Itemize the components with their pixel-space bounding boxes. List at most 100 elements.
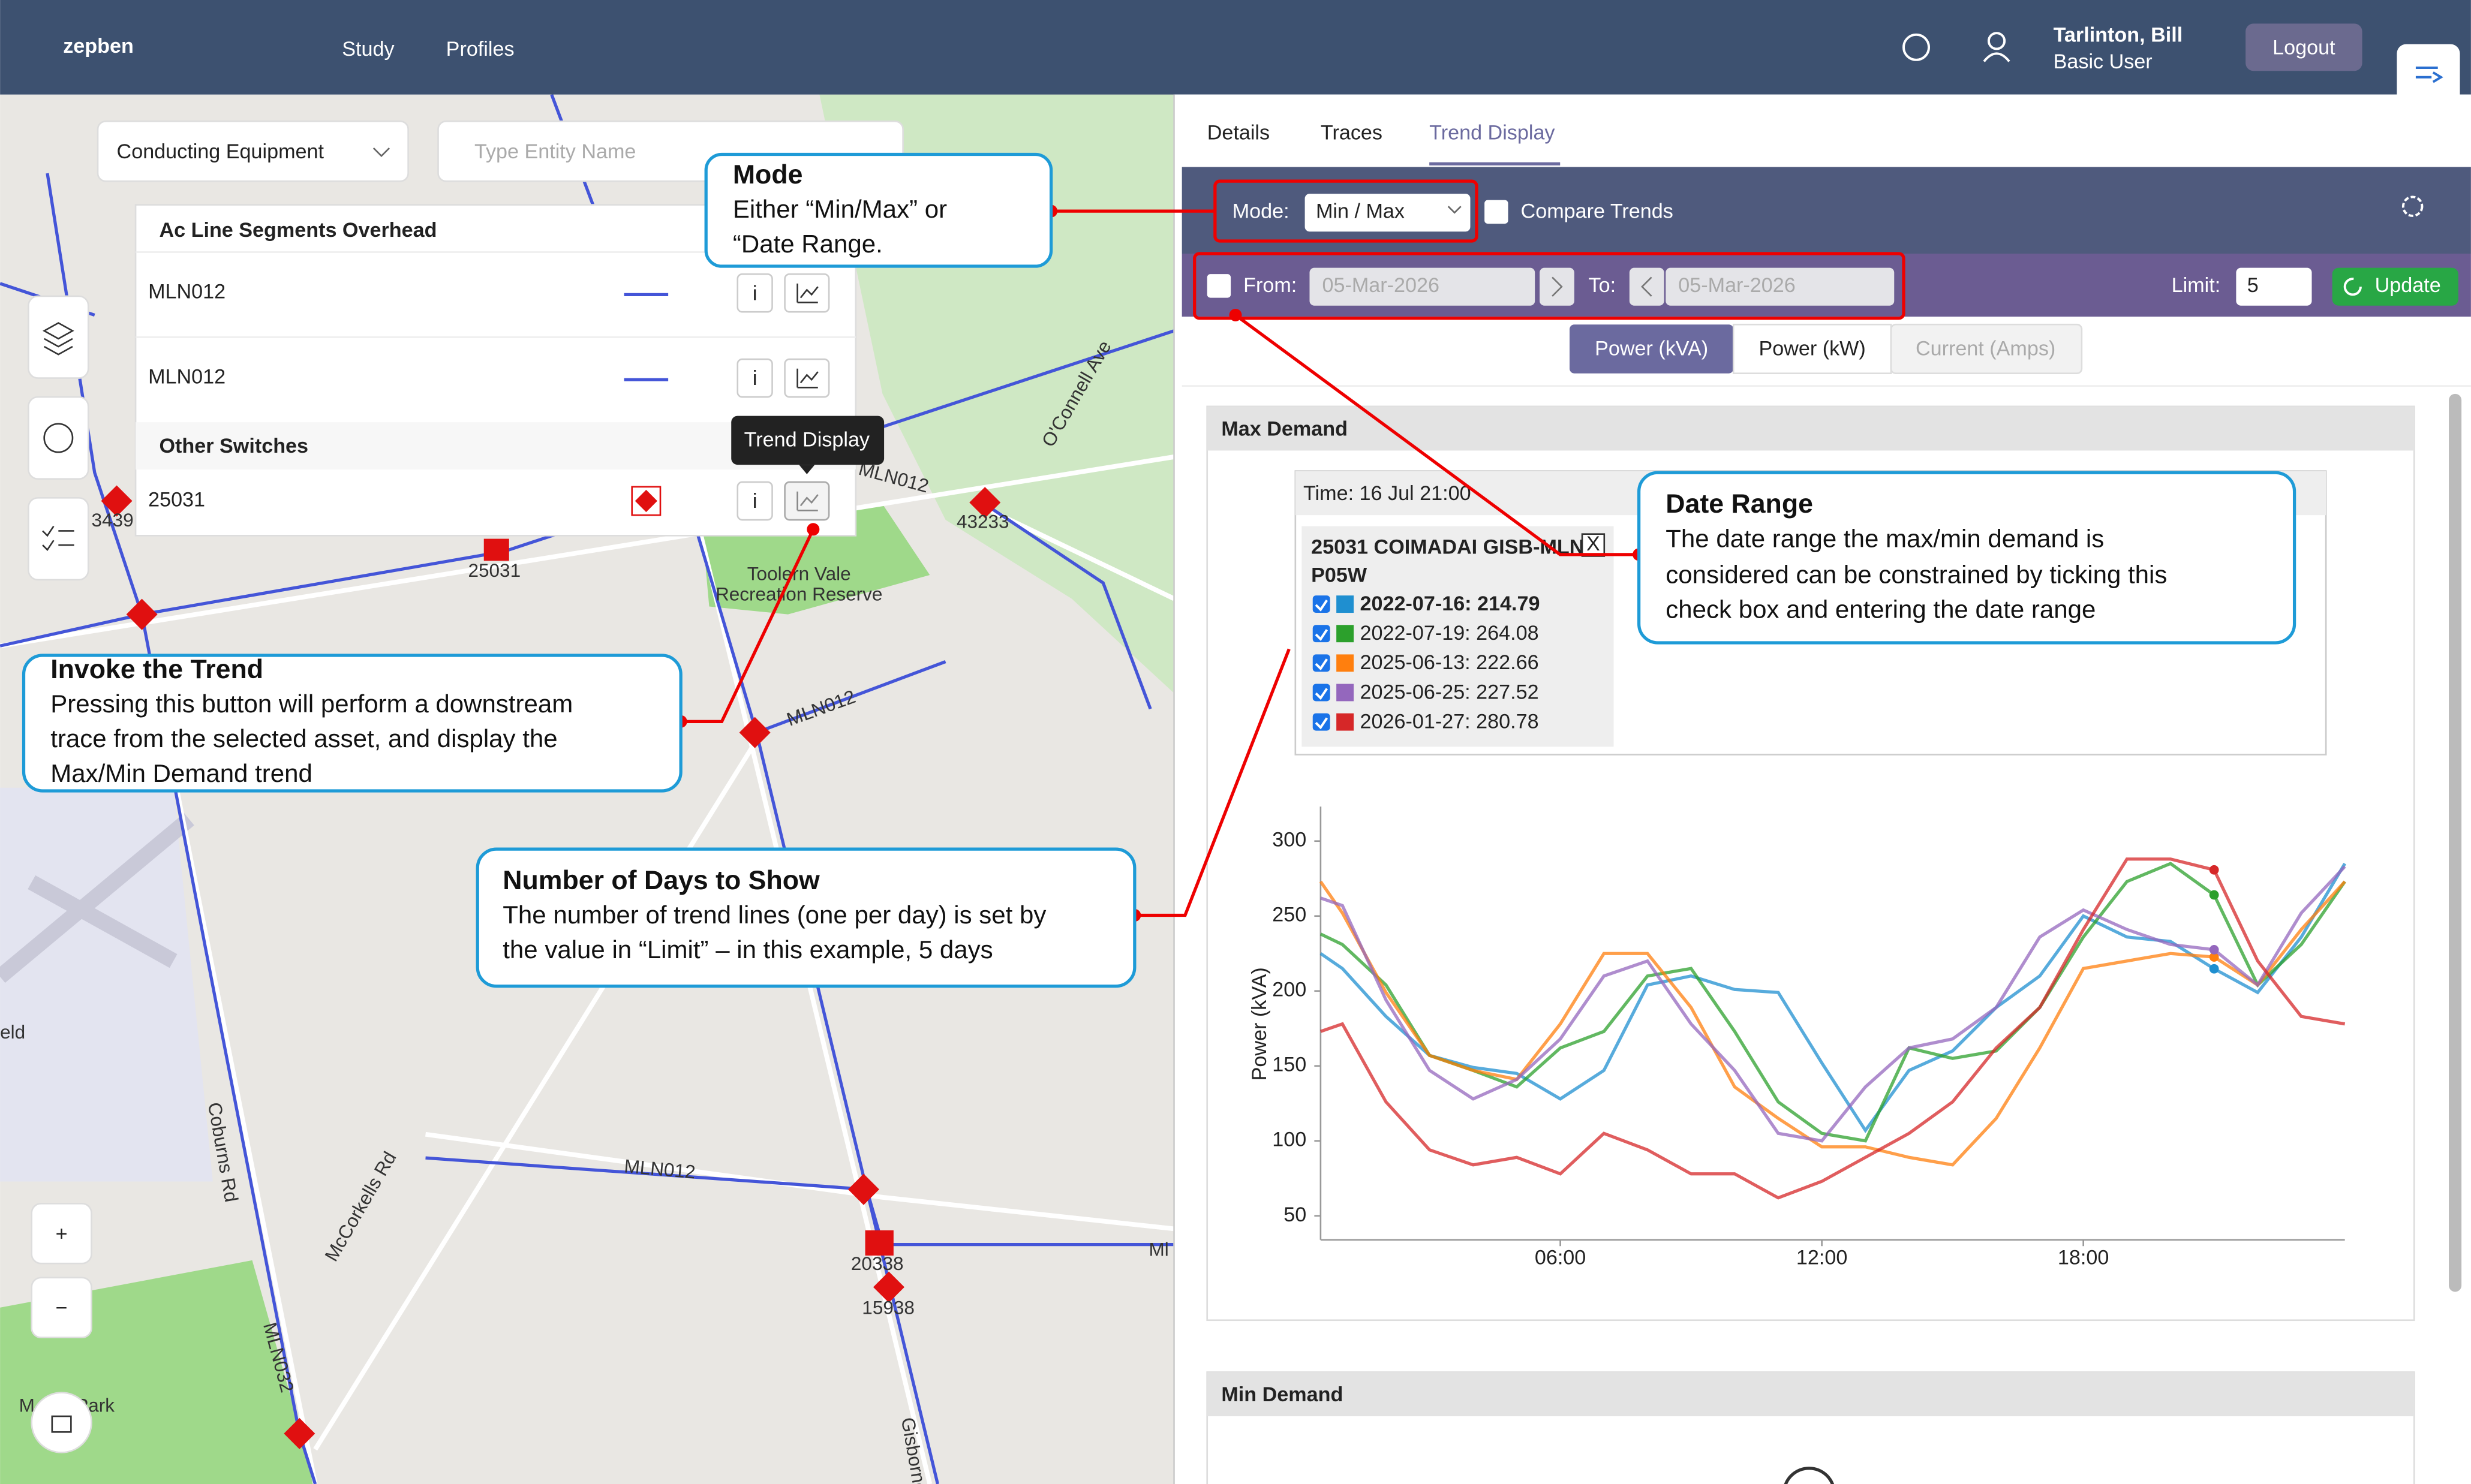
callout-text: Pressing this button will perform a down…	[50, 690, 573, 718]
callout-text: considered can be constrained by ticking…	[1666, 561, 2167, 589]
result-item: 25031	[148, 489, 205, 511]
from-input[interactable]	[1309, 267, 1535, 306]
limit-input[interactable]	[2236, 267, 2312, 306]
unit-label: Power (kW)	[1758, 337, 1865, 360]
card-title: Max Demand	[1221, 417, 1348, 440]
info-button[interactable]	[737, 358, 773, 398]
callouts: Mode Either “Min/Max” or “Date Range. Da…	[22, 152, 2296, 988]
next-button[interactable]	[1540, 267, 1574, 306]
callout-text: The date range the max/min demand is	[1666, 524, 2104, 552]
tab-active[interactable]: Trend Display	[1429, 121, 1555, 144]
switch-icon	[483, 538, 509, 561]
date-checkbox[interactable]	[1207, 274, 1231, 298]
unit-button-active[interactable]	[1570, 324, 1734, 374]
entry-label: 2022-07-16: 214.79	[1360, 592, 1540, 615]
filter-value: Conducting Equipment	[117, 140, 324, 163]
tab[interactable]: Details	[1207, 121, 1270, 144]
series-line	[1319, 880, 2346, 1167]
entry-checkbox	[1312, 595, 1330, 613]
panel-toggle-icon	[2415, 67, 2443, 83]
compare-checkbox[interactable]	[1484, 200, 1508, 224]
map-label: 43233	[957, 511, 1009, 532]
loading-icon	[1784, 1467, 1835, 1484]
entry-label: 2022-07-19: 264.08	[1360, 622, 1539, 645]
prev-icon	[1641, 276, 1652, 297]
layers-icon	[42, 322, 74, 356]
mode-select[interactable]	[1304, 194, 1471, 232]
tooltip-asset: P05W	[1311, 564, 1367, 587]
zoom-out-label: −	[56, 1296, 68, 1319]
y-tick-label: 100	[1272, 1128, 1306, 1151]
settings-icon[interactable]	[2401, 195, 2424, 217]
layers-button[interactable]	[28, 295, 89, 379]
connector	[1234, 314, 1639, 556]
runway	[0, 813, 194, 983]
update-button[interactable]	[2332, 267, 2458, 306]
header-bar	[0, 0, 2471, 95]
dropdown-arrow	[372, 148, 390, 157]
connector	[681, 528, 815, 723]
checklist-button[interactable]	[28, 496, 89, 581]
trend-icon	[796, 491, 819, 511]
style-button[interactable]	[28, 396, 89, 480]
info-icon[interactable]	[1902, 33, 1931, 61]
zoom-in-button[interactable]	[31, 1203, 92, 1265]
entry-label: 2026-01-27: 280.78	[1360, 710, 1539, 733]
chart: Power (kVA) 50 100 150 200 250 300 06:00 12:00 1…	[1248, 806, 2346, 1269]
search-placeholder: Type Entity Name	[474, 140, 636, 163]
to-label: To:	[1589, 274, 1616, 297]
callout-box	[476, 847, 1137, 988]
switch-icon	[739, 717, 771, 748]
map-label: Toolern Vale	[747, 562, 851, 584]
hover-point	[2209, 890, 2219, 900]
limit-label: Limit:	[2172, 274, 2221, 297]
switch-icon	[101, 485, 133, 517]
user-icon	[1987, 32, 2006, 50]
road	[691, 503, 933, 1484]
trend-button[interactable]	[784, 273, 830, 313]
info-button[interactable]	[737, 481, 773, 521]
trend-button[interactable]	[784, 481, 830, 521]
logout-button[interactable]	[2245, 23, 2362, 71]
filter-dropdown[interactable]	[97, 120, 409, 182]
callout-box	[1637, 471, 2296, 645]
zoom-out-button[interactable]	[31, 1277, 92, 1338]
tooltip-asset: 25031 COIMADAI GISB-MLN	[1311, 535, 1584, 558]
gift-button[interactable]	[31, 1392, 92, 1453]
map-tools: + −	[28, 295, 92, 1453]
to-input[interactable]	[1666, 267, 1895, 306]
mode-label: Mode:	[1233, 200, 1289, 223]
prev-button[interactable]	[1629, 267, 1664, 306]
user-role: Basic User	[2054, 50, 2153, 73]
unit-button-disabled[interactable]	[1890, 323, 2083, 375]
hover-point	[2209, 945, 2219, 955]
trend-icon	[796, 368, 819, 389]
power-line	[756, 660, 946, 735]
callout-box	[22, 654, 683, 793]
entry-check	[1315, 717, 1328, 730]
user-name: Tarlinton, Bill	[2054, 23, 2183, 46]
road	[0, 454, 1175, 649]
map-label: 3439	[92, 509, 134, 531]
panel-toggle[interactable]	[2397, 44, 2460, 104]
callout-text: the value in “Limit” – in this example, …	[503, 935, 993, 964]
info-button[interactable]	[737, 273, 773, 313]
switch-icon	[969, 487, 1001, 519]
trend-button[interactable]	[784, 358, 830, 398]
callout-title: Invoke the Trend	[50, 655, 263, 684]
group-title: Other Switches	[159, 435, 308, 457]
series-line	[1320, 857, 2346, 1200]
entry-swatch	[1336, 625, 1354, 643]
switch-icon	[865, 1230, 894, 1256]
x-tick-label: 18:00	[2058, 1246, 2109, 1269]
y-axis-label: Power (kVA)	[1248, 967, 1271, 1080]
map-label: 20338	[851, 1253, 904, 1274]
result-item: MLN012	[148, 281, 226, 303]
unit-button[interactable]	[1732, 323, 1892, 375]
tooltip-close[interactable]	[1581, 533, 1606, 557]
scrollbar[interactable]	[2449, 393, 2462, 1292]
nav-link[interactable]: Study	[342, 38, 394, 61]
tab[interactable]: Traces	[1321, 121, 1382, 144]
hover-point	[2209, 964, 2219, 974]
nav-link[interactable]: Profiles	[446, 38, 515, 61]
